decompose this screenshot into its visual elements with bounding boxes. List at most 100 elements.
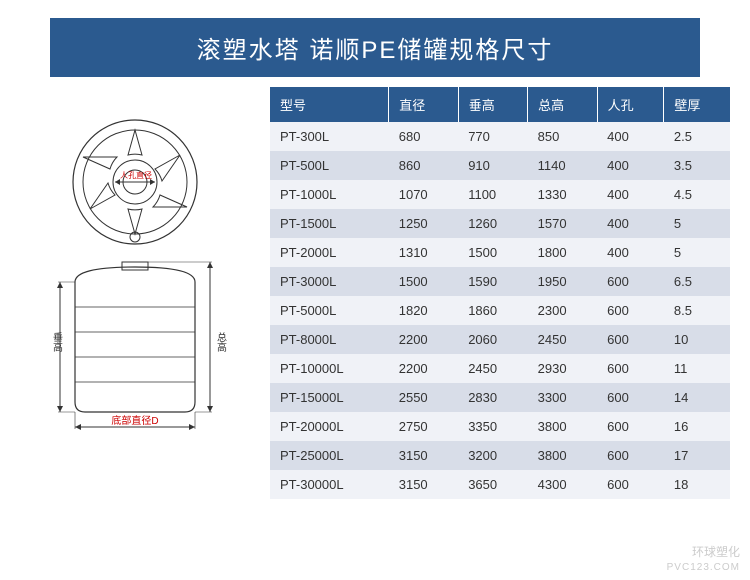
table-cell: 2200	[389, 354, 458, 383]
table-column: 型号 直径 垂高 总高 人孔 壁厚 PT-300L6807708504002.5…	[260, 87, 730, 499]
table-cell: 3650	[458, 470, 527, 499]
table-cell: 3800	[528, 441, 597, 470]
diagram-column: 人孔直径 垂高	[20, 87, 260, 499]
table-cell: PT-20000L	[270, 412, 389, 441]
table-cell: 2300	[528, 296, 597, 325]
table-cell: 400	[597, 151, 664, 180]
table-cell: 1860	[458, 296, 527, 325]
table-cell: 600	[597, 354, 664, 383]
table-cell: PT-500L	[270, 151, 389, 180]
table-cell: 600	[597, 412, 664, 441]
table-cell: 600	[597, 296, 664, 325]
table-row: PT-500L86091011404003.5	[270, 151, 730, 180]
table-cell: 2060	[458, 325, 527, 354]
table-cell: PT-1500L	[270, 209, 389, 238]
table-cell: 3800	[528, 412, 597, 441]
table-cell: PT-5000L	[270, 296, 389, 325]
table-cell: 2550	[389, 383, 458, 412]
vertical-height-label: 垂高	[51, 332, 63, 353]
page-title: 滚塑水塔 诺顺PE储罐规格尺寸	[50, 18, 700, 77]
table-cell: 860	[389, 151, 458, 180]
table-cell: 10	[664, 325, 730, 354]
table-cell: 17	[664, 441, 730, 470]
table-cell: 1330	[528, 180, 597, 209]
table-cell: PT-30000L	[270, 470, 389, 499]
table-cell: 1820	[389, 296, 458, 325]
table-cell: 2.5	[664, 122, 730, 151]
table-cell: 1260	[458, 209, 527, 238]
table-cell: 850	[528, 122, 597, 151]
table-row: PT-5000L1820186023006008.5	[270, 296, 730, 325]
table-cell: 1950	[528, 267, 597, 296]
table-cell: 1140	[528, 151, 597, 180]
table-cell: 5	[664, 238, 730, 267]
table-cell: 3200	[458, 441, 527, 470]
table-cell: 400	[597, 122, 664, 151]
table-cell: 2450	[458, 354, 527, 383]
table-cell: 4300	[528, 470, 597, 499]
table-cell: 18	[664, 470, 730, 499]
table-row: PT-15000L25502830330060014	[270, 383, 730, 412]
table-cell: 1310	[389, 238, 458, 267]
table-row: PT-10000L22002450293060011	[270, 354, 730, 383]
table-header-row: 型号 直径 垂高 总高 人孔 壁厚	[270, 87, 730, 122]
table-cell: 770	[458, 122, 527, 151]
table-cell: 600	[597, 441, 664, 470]
col-wall: 壁厚	[664, 87, 730, 122]
table-cell: 2200	[389, 325, 458, 354]
table-cell: PT-10000L	[270, 354, 389, 383]
table-row: PT-20000L27503350380060016	[270, 412, 730, 441]
table-cell: 1590	[458, 267, 527, 296]
table-cell: 4.5	[664, 180, 730, 209]
table-cell: 600	[597, 470, 664, 499]
table-cell: 2450	[528, 325, 597, 354]
table-row: PT-1500L1250126015704005	[270, 209, 730, 238]
table-row: PT-1000L1070110013304004.5	[270, 180, 730, 209]
total-height-label: 总高	[215, 331, 227, 353]
col-model: 型号	[270, 87, 389, 122]
watermark: 环球塑化 PVC123.COM	[667, 545, 740, 574]
watermark-brand: 环球塑化	[692, 545, 740, 559]
table-cell: 400	[597, 180, 664, 209]
table-cell: PT-15000L	[270, 383, 389, 412]
table-row: PT-25000L31503200380060017	[270, 441, 730, 470]
table-row: PT-2000L1310150018004005	[270, 238, 730, 267]
table-cell: 11	[664, 354, 730, 383]
table-cell: 2750	[389, 412, 458, 441]
table-cell: 3.5	[664, 151, 730, 180]
table-cell: 3350	[458, 412, 527, 441]
col-diameter: 直径	[389, 87, 458, 122]
table-cell: 1800	[528, 238, 597, 267]
table-cell: 910	[458, 151, 527, 180]
table-cell: PT-3000L	[270, 267, 389, 296]
table-cell: PT-8000L	[270, 325, 389, 354]
table-cell: 600	[597, 383, 664, 412]
table-cell: 1500	[389, 267, 458, 296]
table-cell: 1100	[458, 180, 527, 209]
bottom-diameter-label: 底部直径D	[111, 414, 158, 427]
col-vheight: 垂高	[458, 87, 527, 122]
table-row: PT-300L6807708504002.5	[270, 122, 730, 151]
table-cell: 1070	[389, 180, 458, 209]
table-cell: PT-300L	[270, 122, 389, 151]
table-cell: 1570	[528, 209, 597, 238]
table-cell: 5	[664, 209, 730, 238]
table-cell: 16	[664, 412, 730, 441]
table-cell: PT-1000L	[270, 180, 389, 209]
table-cell: 400	[597, 238, 664, 267]
table-row: PT-3000L1500159019506006.5	[270, 267, 730, 296]
tank-diagram: 人孔直径 垂高	[20, 107, 250, 447]
table-cell: 1500	[458, 238, 527, 267]
col-theight: 总高	[528, 87, 597, 122]
table-row: PT-8000L22002060245060010	[270, 325, 730, 354]
table-cell: 14	[664, 383, 730, 412]
table-cell: 3150	[389, 441, 458, 470]
table-cell: 2830	[458, 383, 527, 412]
content-row: 人孔直径 垂高	[0, 87, 750, 499]
manhole-label: 人孔直径	[120, 170, 152, 180]
table-cell: 8.5	[664, 296, 730, 325]
table-cell: 600	[597, 325, 664, 354]
table-cell: 2930	[528, 354, 597, 383]
table-cell: PT-2000L	[270, 238, 389, 267]
watermark-domain: PVC123.COM	[667, 562, 740, 573]
